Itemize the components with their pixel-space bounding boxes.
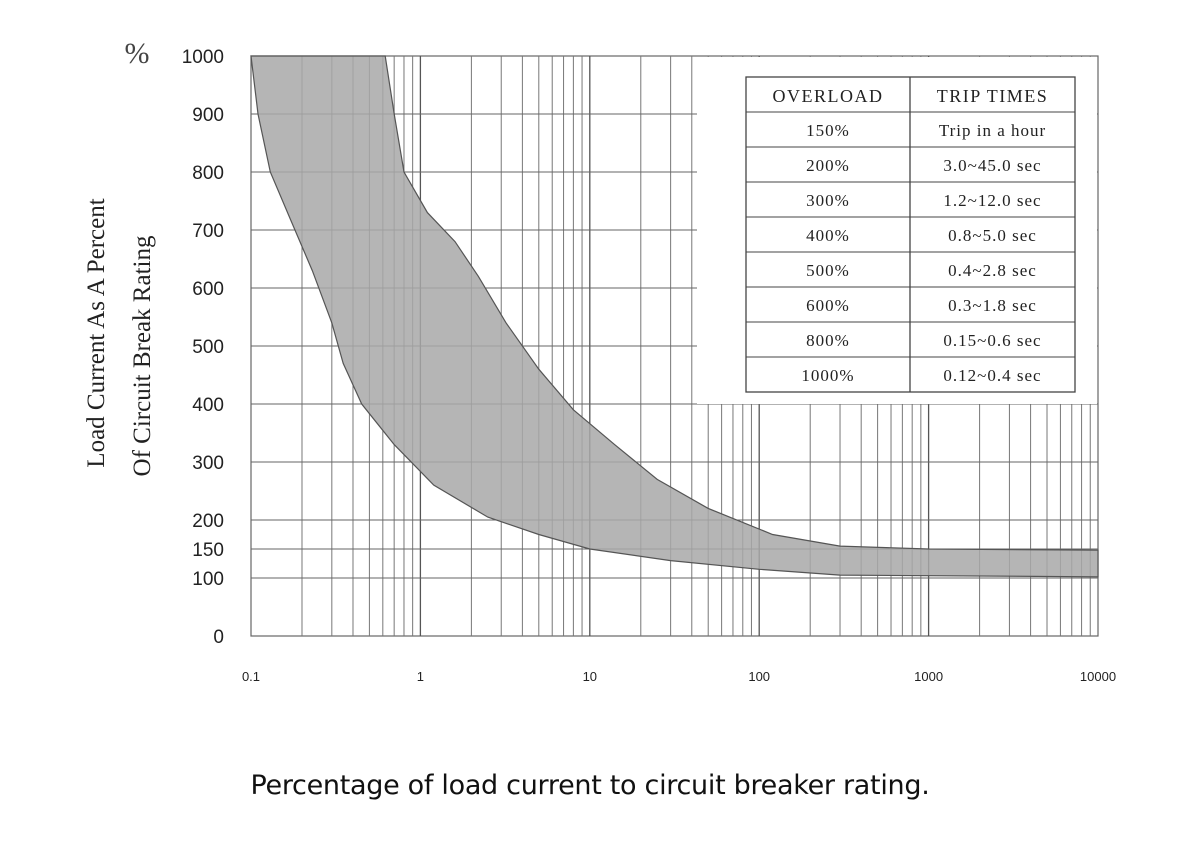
x-tick-label: 0.1 <box>242 669 260 684</box>
table-cell-trip-time: 3.0~45.0 sec <box>943 156 1041 175</box>
y-tick-label: 300 <box>192 453 224 474</box>
table-cell-trip-time: 0.8~5.0 sec <box>948 226 1037 245</box>
y-tick-label: 700 <box>192 221 224 242</box>
table-cell-overload: 800% <box>806 331 850 350</box>
table-cell-overload: 1000% <box>801 366 854 385</box>
axes: 0 100 150 200 300 400 500 600 700 800 900 1000 0.1 1 1… <box>83 37 1116 684</box>
y-axis-label-line2: Of Circuit Break Rating <box>129 235 156 476</box>
table-cell-overload: 500% <box>806 261 850 280</box>
table-cell-trip-time: 0.3~1.8 sec <box>948 296 1037 315</box>
table-header-trip-times: TRIP TIMES <box>937 86 1049 106</box>
table-header-overload: OVERLOAD <box>773 86 884 106</box>
x-tick-label: 100 <box>748 669 770 684</box>
table-cell-trip-time: Trip in a hour <box>939 121 1046 140</box>
trip-curve-chart: OVERLOAD TRIP TIMES 150% Trip in a hour 200%… <box>83 37 1116 684</box>
y-tick-label: 0 <box>213 627 224 648</box>
y-tick-label: 900 <box>192 105 224 126</box>
x-tick-label: 1 <box>417 669 424 684</box>
x-tick-label: 10 <box>583 669 597 684</box>
table-cell-trip-time: 0.4~2.8 sec <box>948 261 1037 280</box>
table-cell-trip-time: 0.15~0.6 sec <box>943 331 1041 350</box>
trip-times-table: OVERLOAD TRIP TIMES 150% Trip in a hour 200%… <box>697 57 1097 404</box>
trip-band-layer <box>250 55 1099 578</box>
y-tick-label: 200 <box>192 511 224 532</box>
table-cell-overload: 300% <box>806 191 850 210</box>
x-tick-label: 1000 <box>914 669 943 684</box>
x-tick-label: 10000 <box>1080 669 1116 684</box>
y-tick-label: 800 <box>192 163 224 184</box>
table-cell-trip-time: 0.12~0.4 sec <box>943 366 1041 385</box>
y-tick-label: 500 <box>192 337 224 358</box>
y-tick-label: 100 <box>192 569 224 590</box>
table-cell-overload: 200% <box>806 156 850 175</box>
y-tick-label: 1000 <box>182 47 224 68</box>
trip-band <box>250 55 1099 578</box>
y-tick-label: 150 <box>192 540 224 561</box>
table-cell-trip-time: 1.2~12.0 sec <box>943 191 1041 210</box>
y-axis-label-line1: Load Current As A Percent <box>83 198 110 467</box>
table-cell-overload: 400% <box>806 226 850 245</box>
table-cell-overload: 600% <box>806 296 850 315</box>
y-unit-label: % <box>125 37 150 70</box>
y-tick-label: 600 <box>192 279 224 300</box>
y-tick-label: 400 <box>192 395 224 416</box>
table-cell-overload: 150% <box>806 121 850 140</box>
chart-caption: Percentage of load current to circuit br… <box>250 770 930 801</box>
